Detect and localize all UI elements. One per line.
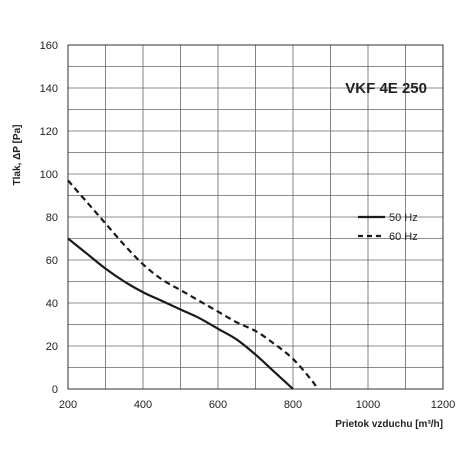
legend-label-60hz: 60 Hz (389, 231, 418, 243)
y-tick-label: 20 (46, 341, 58, 353)
y-tick-label: 120 (40, 126, 58, 138)
x-tick-label: 800 (284, 399, 302, 411)
y-tick-label: 140 (40, 83, 58, 95)
y-axis-title: Tlak, ΔP [Pa] (12, 125, 23, 186)
y-tick-labels: 0 20 40 60 80 100 120 140 160 (40, 40, 58, 396)
series-line-50hz (67, 237, 294, 390)
x-tick-label: 200 (59, 399, 77, 411)
x-axis-title-text: Prietok vzduchu (335, 419, 412, 430)
x-tick-label: 1200 (431, 399, 455, 411)
y-tick-label: 160 (40, 40, 58, 52)
x-axis-title: Prietok vzduchu [m³/h] (335, 419, 443, 430)
y-tick-label: 80 (46, 212, 58, 224)
x-tick-label: 400 (134, 399, 152, 411)
x-axis-title-unit: [m³/h] (415, 419, 443, 430)
y-tick-label: 60 (46, 255, 58, 267)
x-tick-label: 1000 (356, 399, 380, 411)
plot-frame (67, 44, 444, 390)
series-line-60hz (67, 179, 319, 390)
chart-title: VKF 4E 250 (345, 80, 427, 97)
grid (67, 44, 444, 390)
x-tick-label: 600 (209, 399, 227, 411)
legend-label-50hz: 50 Hz (389, 212, 418, 224)
legend: 50 Hz 60 Hz (358, 212, 418, 243)
x-tick-labels: 200 400 600 800 1000 1200 (59, 399, 455, 411)
series-group (67, 179, 319, 390)
y-tick-label: 100 (40, 169, 58, 181)
y-tick-label: 40 (46, 298, 58, 310)
y-tick-label: 0 (52, 384, 58, 396)
